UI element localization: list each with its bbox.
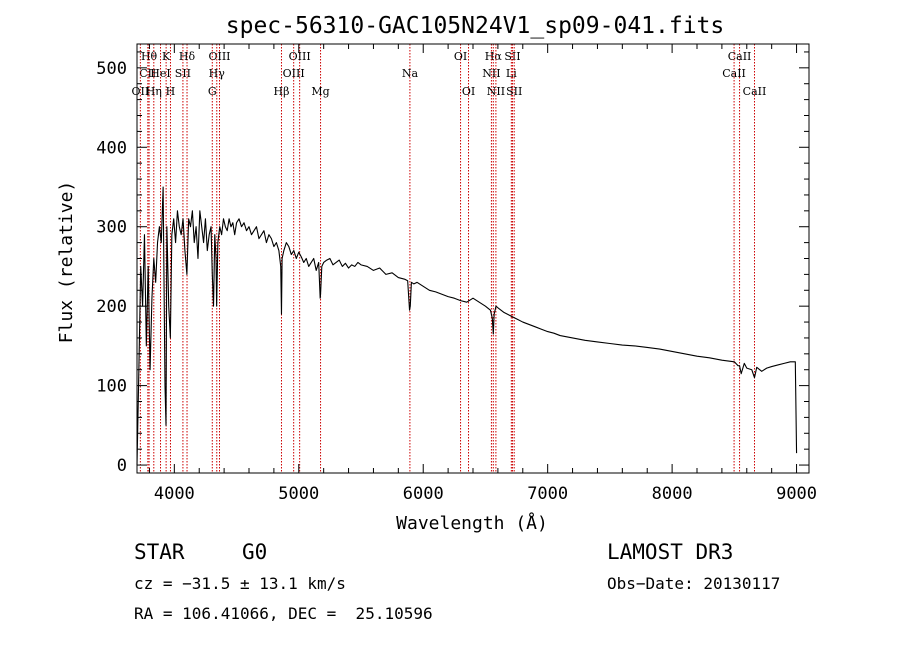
spectral-line-label: Hη <box>146 85 162 98</box>
spectral-line-label: SII <box>504 50 520 63</box>
spectral-line-label: CaII <box>743 85 767 98</box>
spectral-line-label: NII <box>487 85 505 98</box>
observation-date: Obs−Date: 20130117 <box>607 574 781 593</box>
plot-frame <box>136 43 810 474</box>
x-tick-label: 6000 <box>403 484 444 504</box>
spectral-line-label: Na <box>402 67 419 80</box>
spectral-line-label: CaII <box>728 50 752 63</box>
spectral-line-label: Hα <box>485 50 503 63</box>
x-tick-label: 7000 <box>527 484 568 504</box>
y-tick-label: 400 <box>96 138 127 158</box>
spectral-line-label: Li <box>506 67 517 80</box>
spectral-line-label: Hγ <box>209 67 226 80</box>
series-layer <box>136 186 798 466</box>
x-axis-label: Wavelength (Å) <box>396 512 548 534</box>
series-line-flux <box>136 186 798 466</box>
spectral-line-label: OIII <box>208 50 230 63</box>
spectral-line-label: SII <box>506 85 522 98</box>
object-class: STAR <box>134 540 185 564</box>
spectral-line-label: G <box>208 85 217 98</box>
spectral-line-label: Hβ <box>274 85 290 98</box>
object-subclass: G0 <box>242 540 268 564</box>
spectral-line-label: SII <box>175 67 191 80</box>
x-tick-label: 4000 <box>154 484 195 504</box>
spectral-line-label: OIII <box>283 67 305 80</box>
spectral-line-label: OI <box>462 85 475 98</box>
spectral-line-label: Hθ <box>141 50 158 63</box>
spectral-line-label: OII <box>132 85 150 98</box>
spectral-line-label: OIII <box>289 50 311 63</box>
chart-title: spec-56310-GAC105N24V1_sp09-041.fits <box>226 13 725 39</box>
y-tick-label: 0 <box>117 456 127 476</box>
y-tick-label: 300 <box>96 218 127 238</box>
spectral-line-label: CII <box>139 67 156 80</box>
spectral-lines-layer: Hθ CII OII K HeI Hη Hδ SII H OIII Hγ G OIII OIII Hβ Mg N… <box>132 44 767 473</box>
y-tick-label: 500 <box>96 59 127 79</box>
coordinates: RA = 106.41066, DEC = 25.10596 <box>134 604 433 623</box>
redshift-info: cz = −31.5 ± 13.1 km/s <box>134 574 346 593</box>
spectral-line-label: H <box>166 85 176 98</box>
y-tick-label: 200 <box>96 297 127 317</box>
spectral-line-label: NII <box>482 67 500 80</box>
survey-name: LAMOST DR3 <box>607 540 734 564</box>
spectral-line-label: OI <box>454 50 467 63</box>
y-tick-label: 100 <box>96 377 127 397</box>
axis-ticks-layer: 4000 5000 6000 7000 8000 9000 0 100 200 300 400 500 <box>96 44 817 504</box>
y-axis-label: Flux (relative) <box>56 181 77 344</box>
spectral-line-label: HeI <box>150 67 170 80</box>
spectral-line-label: CaII <box>722 67 746 80</box>
x-tick-label: 5000 <box>278 484 319 504</box>
x-tick-label: 9000 <box>776 484 817 504</box>
x-tick-label: 8000 <box>652 484 693 504</box>
spectral-line-label: Mg <box>311 85 329 98</box>
spectral-line-label: K <box>162 50 171 63</box>
spectral-line-label: Hδ <box>179 50 196 63</box>
